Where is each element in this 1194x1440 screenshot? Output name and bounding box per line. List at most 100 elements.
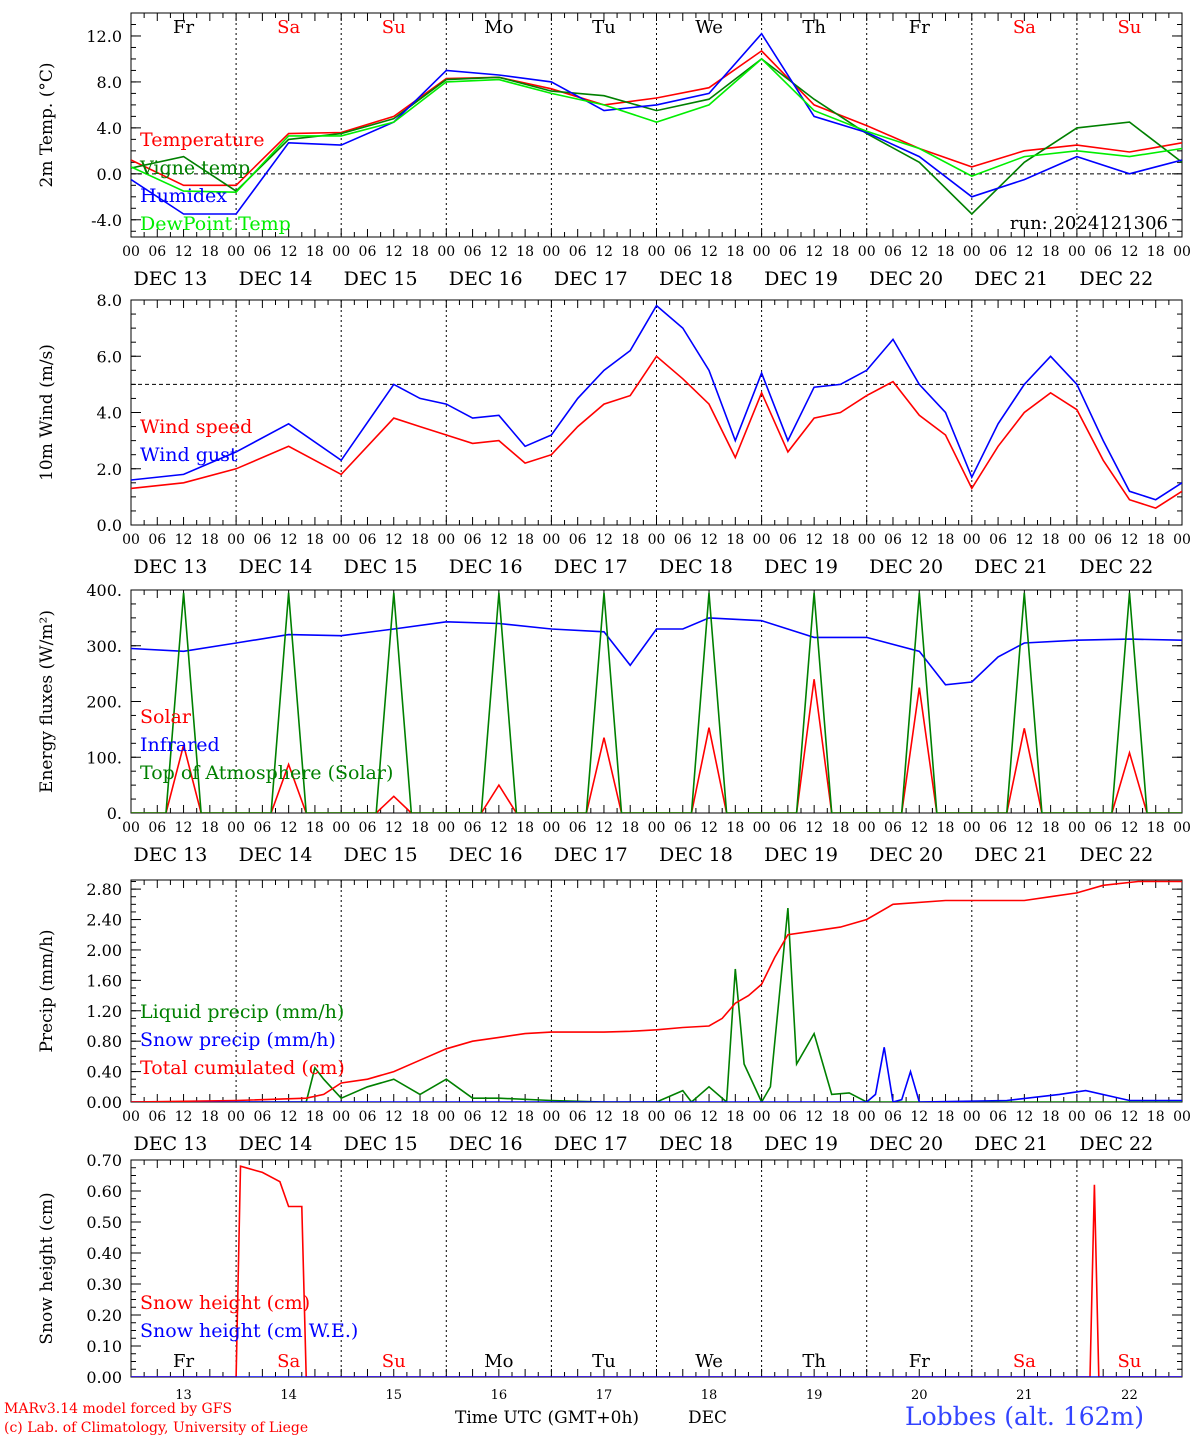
- hour-label: 18: [306, 820, 324, 836]
- date-label: DEC 19: [764, 556, 838, 578]
- date-label: DEC 16: [449, 268, 523, 290]
- hour-label: 18: [937, 532, 955, 548]
- date-label: DEC 19: [764, 1133, 838, 1155]
- hour-label: 06: [148, 1109, 166, 1125]
- legend-entry: Snow height (cm): [140, 1292, 310, 1314]
- hour-label: 18: [516, 1109, 534, 1125]
- bottom-date-label: 19: [806, 1388, 823, 1403]
- panel-5: [130, 1159, 1183, 1378]
- hour-label: 12: [910, 1109, 928, 1125]
- hour-label: 12: [1015, 532, 1033, 548]
- hour-label: 12: [385, 820, 403, 836]
- legend-entry: Wind speed: [140, 416, 252, 438]
- hour-label: 06: [253, 820, 271, 836]
- series-line-2-2: [131, 304, 1182, 501]
- hour-label: 06: [1094, 532, 1112, 548]
- copyright-credit: (c) Lab. of Climatology, University of L…: [4, 1420, 309, 1436]
- model-credit: MARv3.14 model forced by GFS: [4, 1401, 233, 1417]
- hour-label: 00: [1068, 820, 1086, 836]
- hour-label: 00: [648, 244, 666, 260]
- hour-label: 12: [385, 532, 403, 548]
- hour-label: 12: [805, 532, 823, 548]
- y-tick-label: 0.70: [86, 1151, 122, 1170]
- hour-label: 00: [542, 244, 560, 260]
- date-label: DEC 21: [974, 268, 1048, 290]
- hour-label: 18: [726, 820, 744, 836]
- legend-entry: Wind gust: [140, 444, 238, 466]
- hour-label: 06: [779, 1109, 797, 1125]
- hour-label: 06: [148, 244, 166, 260]
- series-line-1-1: [131, 49, 1182, 187]
- hour-label: 00: [332, 1109, 350, 1125]
- hour-label: 00: [122, 244, 140, 260]
- y-tick-label: 200.: [86, 693, 122, 712]
- series-line-3-3: [131, 592, 1182, 813]
- hour-label: 06: [148, 820, 166, 836]
- hour-label: 12: [910, 820, 928, 836]
- bottom-date-label: 13: [175, 1388, 192, 1403]
- hour-label: 18: [306, 244, 324, 260]
- day-of-week-label: Mo: [484, 1351, 513, 1372]
- hour-label: 00: [858, 1109, 876, 1125]
- hour-label: 06: [1094, 1109, 1112, 1125]
- hour-label: 00: [122, 820, 140, 836]
- hour-label: 12: [1015, 1109, 1033, 1125]
- hour-label: 12: [1015, 244, 1033, 260]
- date-label: DEC 14: [239, 1133, 313, 1155]
- hour-label: 06: [989, 244, 1007, 260]
- hour-label: 00: [332, 244, 350, 260]
- hour-label: 18: [201, 820, 219, 836]
- hour-label: 18: [726, 532, 744, 548]
- hour-label: 18: [726, 244, 744, 260]
- hour-label: 00: [332, 532, 350, 548]
- date-label: DEC 13: [133, 844, 207, 866]
- hour-label: 12: [805, 820, 823, 836]
- day-of-week-label: Fr: [173, 1351, 194, 1372]
- hour-label: 12: [280, 1109, 298, 1125]
- series-line-4-3: [131, 880, 1182, 1102]
- date-label: DEC 18: [659, 556, 733, 578]
- hour-label: 18: [937, 244, 955, 260]
- hour-label: 06: [884, 244, 902, 260]
- hour-label: 18: [306, 532, 324, 548]
- hour-label: 12: [700, 532, 718, 548]
- y-tick-label: 0.: [107, 804, 122, 823]
- panel-frame: [130, 1159, 1183, 1378]
- hour-label: 00: [753, 532, 771, 548]
- legend-entry: Snow precip (mm/h): [140, 1029, 336, 1051]
- day-of-week-label: Fr: [909, 1351, 930, 1372]
- hour-label: 06: [674, 1109, 692, 1125]
- date-label: DEC 13: [133, 556, 207, 578]
- legend-entry: Vigne temp: [139, 157, 250, 179]
- y-tick-label: 400.: [86, 581, 122, 600]
- hour-label: 18: [201, 244, 219, 260]
- hour-label: 18: [1042, 532, 1060, 548]
- hour-label: 00: [1068, 1109, 1086, 1125]
- y-tick-label: 1.20: [86, 1002, 122, 1021]
- hour-label: 18: [726, 1109, 744, 1125]
- y-tick-label: 300.: [86, 637, 122, 656]
- hour-label: 12: [595, 244, 613, 260]
- hour-label: 00: [332, 820, 350, 836]
- y-tick-label: 8.0: [97, 291, 122, 310]
- hour-label: 06: [569, 820, 587, 836]
- hour-label: 12: [490, 244, 508, 260]
- date-label: DEC 22: [1079, 844, 1153, 866]
- y-tick-label: 2.0: [97, 460, 122, 479]
- series-line-3-1: [131, 679, 1182, 813]
- legend-entry: Total cumulated (cm): [140, 1057, 345, 1079]
- hour-label: 12: [385, 244, 403, 260]
- hour-label: 12: [910, 244, 928, 260]
- panel-2: [130, 299, 1183, 526]
- hour-label: 06: [253, 244, 271, 260]
- day-of-week-label: Sa: [277, 17, 300, 38]
- hour-label: 06: [569, 244, 587, 260]
- y-axis-label: 2m Temp. (°C): [37, 62, 57, 187]
- y-tick-label: 4.0: [97, 404, 122, 423]
- day-of-week-label: Mo: [484, 17, 513, 38]
- hour-label: 00: [858, 244, 876, 260]
- hour-label: 06: [464, 820, 482, 836]
- date-label: DEC 13: [133, 268, 207, 290]
- hour-label: 00: [753, 1109, 771, 1125]
